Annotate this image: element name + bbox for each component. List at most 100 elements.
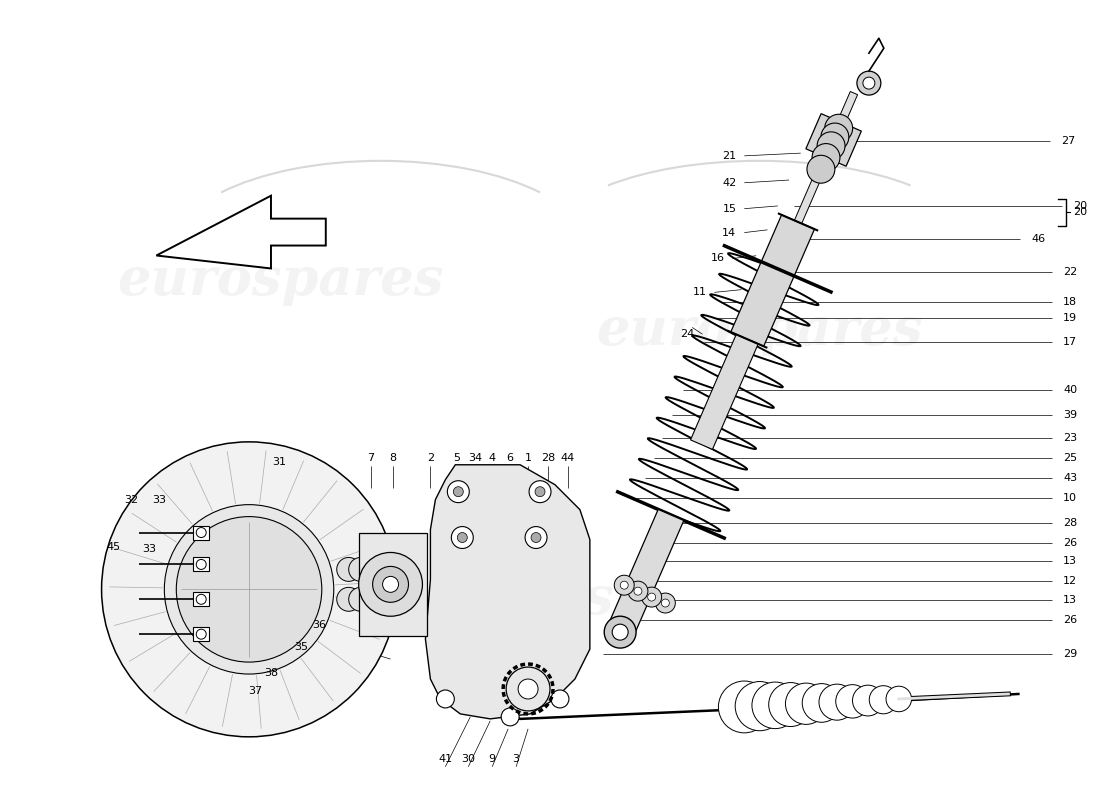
FancyBboxPatch shape (194, 592, 209, 606)
FancyBboxPatch shape (359, 533, 428, 636)
Circle shape (862, 77, 874, 89)
Polygon shape (691, 334, 758, 450)
Text: 32: 32 (124, 494, 139, 505)
Polygon shape (607, 510, 684, 638)
Text: 24: 24 (681, 330, 694, 339)
Text: 39: 39 (1063, 410, 1077, 420)
Text: 1: 1 (525, 453, 531, 462)
Circle shape (735, 682, 784, 730)
Text: 43: 43 (1063, 473, 1077, 482)
Circle shape (525, 526, 547, 549)
Circle shape (101, 442, 396, 737)
Text: 34: 34 (469, 453, 482, 462)
Text: 26: 26 (1063, 538, 1077, 547)
Circle shape (661, 599, 670, 607)
Text: 40: 40 (1063, 385, 1077, 395)
Text: 9: 9 (488, 754, 496, 764)
Circle shape (807, 155, 835, 183)
Text: 30: 30 (461, 754, 475, 764)
Text: 7: 7 (367, 453, 374, 462)
Circle shape (176, 517, 322, 662)
Circle shape (604, 616, 636, 648)
Text: 33: 33 (153, 494, 166, 505)
Text: 4: 4 (488, 453, 496, 462)
Circle shape (373, 566, 408, 602)
Text: 45: 45 (107, 542, 121, 553)
Circle shape (869, 686, 898, 714)
Circle shape (349, 558, 373, 582)
Circle shape (451, 526, 473, 549)
Text: 26: 26 (1063, 615, 1077, 626)
Circle shape (656, 593, 675, 613)
FancyBboxPatch shape (194, 558, 209, 571)
Text: 42: 42 (723, 178, 737, 188)
Text: 15: 15 (723, 204, 736, 214)
Text: eurospares: eurospares (118, 255, 444, 306)
Circle shape (820, 684, 855, 720)
Circle shape (852, 685, 883, 716)
Circle shape (502, 708, 519, 726)
Circle shape (821, 123, 849, 151)
Circle shape (337, 558, 361, 582)
Circle shape (531, 533, 541, 542)
Text: 25: 25 (1063, 453, 1077, 462)
Text: 3: 3 (513, 754, 519, 764)
Text: 17: 17 (1063, 338, 1077, 347)
Text: 20: 20 (1074, 206, 1087, 217)
Text: 44: 44 (561, 453, 575, 462)
Circle shape (337, 587, 361, 611)
Circle shape (196, 527, 206, 538)
Text: eurospares: eurospares (596, 305, 923, 356)
Circle shape (349, 587, 373, 611)
Polygon shape (730, 215, 814, 346)
Text: 28: 28 (541, 453, 556, 462)
Circle shape (620, 582, 628, 589)
Circle shape (785, 683, 827, 724)
Circle shape (437, 690, 454, 708)
Circle shape (825, 114, 852, 142)
Text: 18: 18 (1063, 298, 1077, 307)
Text: 36: 36 (311, 620, 326, 630)
Circle shape (857, 71, 881, 95)
Text: 2: 2 (427, 453, 434, 462)
Text: 13: 13 (1064, 595, 1077, 606)
Circle shape (634, 587, 642, 595)
Circle shape (613, 624, 628, 640)
Circle shape (448, 481, 470, 502)
Text: 29: 29 (1063, 649, 1077, 659)
Text: 14: 14 (723, 227, 736, 238)
Circle shape (458, 533, 468, 542)
Polygon shape (156, 196, 326, 269)
Text: 33: 33 (142, 545, 156, 554)
Text: 27: 27 (1062, 136, 1076, 146)
Circle shape (383, 576, 398, 592)
Text: 28: 28 (1063, 518, 1077, 527)
Text: 35: 35 (294, 642, 308, 652)
Circle shape (802, 684, 840, 722)
Circle shape (817, 132, 845, 160)
Text: 37: 37 (248, 686, 262, 696)
Text: 46: 46 (1031, 234, 1045, 243)
Circle shape (359, 553, 422, 616)
FancyBboxPatch shape (194, 526, 209, 539)
Text: 13: 13 (1064, 557, 1077, 566)
Text: 10: 10 (1064, 493, 1077, 502)
Circle shape (769, 682, 813, 726)
Text: 20: 20 (1074, 201, 1087, 210)
Circle shape (196, 594, 206, 604)
Circle shape (614, 575, 635, 595)
Circle shape (506, 667, 550, 711)
Text: 5: 5 (453, 453, 460, 462)
Text: 8: 8 (389, 453, 396, 462)
Circle shape (535, 486, 544, 497)
Circle shape (718, 681, 770, 733)
Text: 16: 16 (711, 254, 725, 263)
Polygon shape (794, 91, 858, 223)
Circle shape (551, 690, 569, 708)
Circle shape (836, 685, 869, 718)
Circle shape (164, 505, 333, 674)
FancyBboxPatch shape (194, 627, 209, 641)
Circle shape (196, 559, 206, 570)
Circle shape (518, 679, 538, 699)
Text: 12: 12 (1063, 576, 1077, 586)
